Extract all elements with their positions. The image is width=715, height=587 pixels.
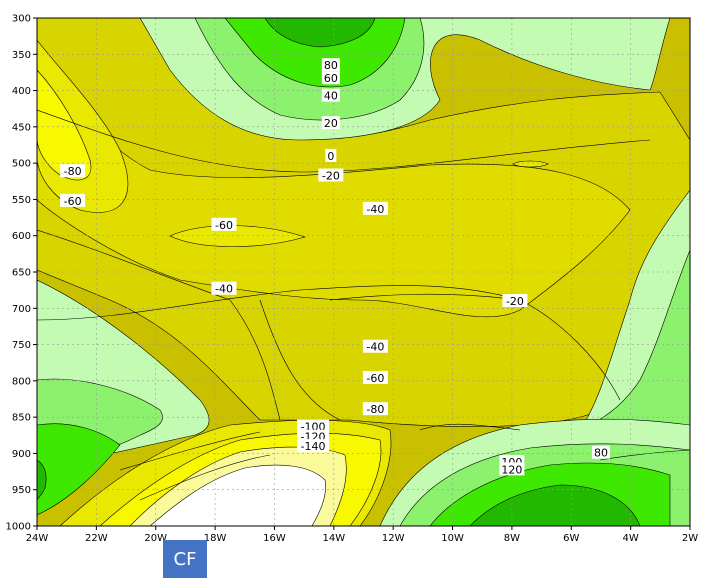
y-tick-label: 1000 — [6, 522, 31, 533]
contour-label: 80 — [324, 59, 338, 72]
y-tick-label: 900 — [12, 449, 31, 460]
contour-label-bg — [321, 58, 340, 72]
fill-left-green — [37, 423, 121, 516]
y-tick-label: 650 — [12, 268, 31, 279]
x-tick-label: 12W — [382, 533, 405, 544]
contour-label: -60 — [366, 372, 384, 385]
y-axis-ticks: 300 350 400 450 500 550 600 650 700 750 800 850 900 9… — [6, 14, 37, 533]
contour-label-bg — [499, 462, 525, 476]
contour-label-bg — [325, 148, 337, 162]
contour-label: 60 — [324, 72, 338, 85]
contour-label: -20 — [322, 169, 340, 182]
y-tick-label: 500 — [12, 159, 31, 170]
contour-label: -40 — [366, 203, 384, 216]
contour-label-bg — [211, 217, 237, 231]
y-tick-label: 400 — [12, 86, 31, 97]
contour-label: -40 — [215, 283, 233, 296]
fill-br-dark-green — [469, 484, 641, 526]
contour-label-bg — [362, 402, 388, 416]
x-tick-label: 22W — [85, 533, 108, 544]
contour-label-bg — [211, 281, 237, 295]
contour-label-bg — [362, 201, 388, 215]
x-tick-label: 8W — [504, 533, 520, 544]
contour-label-bg — [318, 168, 344, 182]
contour-label-bg — [60, 193, 86, 207]
fill-top-dark-green — [264, 18, 376, 48]
contour-label: -80 — [64, 165, 82, 178]
contour-label: -140 — [301, 440, 326, 453]
contour-label: 0 — [327, 150, 334, 163]
cf-badge: CF — [163, 540, 207, 578]
contour-label-bg — [502, 294, 528, 308]
contour-label: 120 — [501, 463, 522, 476]
contour-label: -40 — [366, 341, 384, 354]
x-axis-ticks: 24W 22W 20W 18W 16W 14W 12W 10W 8W 6W 4W 2W — [26, 526, 698, 544]
y-tick-label: 350 — [12, 50, 31, 61]
contour-label-bg — [591, 445, 610, 459]
x-tick-label: 14W — [323, 533, 346, 544]
contour-labels: 806040200-20-80-60-60-40-40-20-40-60-80-… — [60, 58, 610, 476]
contour-fills — [37, 18, 690, 526]
y-tick-label: 450 — [12, 122, 31, 133]
y-tick-label: 950 — [12, 485, 31, 496]
contour-label: 20 — [324, 117, 338, 130]
fill-bowl-white — [149, 464, 326, 526]
x-tick-label: 6W — [563, 533, 579, 544]
contour-label-bg — [321, 88, 340, 102]
contour-label-bg — [362, 339, 388, 353]
y-tick-label: 750 — [12, 340, 31, 351]
fill-small-oval — [512, 160, 549, 168]
x-tick-label: 24W — [26, 533, 49, 544]
y-tick-label: 700 — [12, 304, 31, 315]
contour-label-bg — [362, 370, 388, 384]
fill-yellow-lens — [169, 225, 307, 247]
y-tick-label: 850 — [12, 413, 31, 424]
contour-label-bg — [297, 439, 330, 453]
contour-label: 80 — [594, 447, 608, 460]
y-tick-label: 300 — [12, 14, 31, 25]
contour-label: 40 — [324, 90, 338, 103]
x-tick-label: 10W — [441, 533, 464, 544]
contour-label-bg — [321, 71, 340, 85]
y-tick-label: 600 — [12, 231, 31, 242]
extra-contour-lines — [37, 109, 690, 501]
fill-center-yellow — [37, 79, 631, 318]
x-tick-label: 16W — [263, 533, 286, 544]
contour-label: -20 — [506, 295, 524, 308]
y-tick-label: 800 — [12, 376, 31, 387]
contour-label: -60 — [64, 195, 82, 208]
contour-label: -80 — [366, 403, 384, 416]
contour-label-bg — [321, 116, 340, 130]
x-tick-label: 18W — [204, 533, 227, 544]
contour-label-bg — [297, 419, 330, 433]
y-tick-label: 550 — [12, 195, 31, 206]
x-tick-label: 2W — [682, 533, 698, 544]
x-tick-label: 4W — [623, 533, 639, 544]
contour-label-bg — [60, 164, 86, 178]
fill-bright-yellow-blob — [37, 69, 92, 181]
x-tick-label: 20W — [144, 533, 167, 544]
contour-label: -60 — [215, 219, 233, 232]
